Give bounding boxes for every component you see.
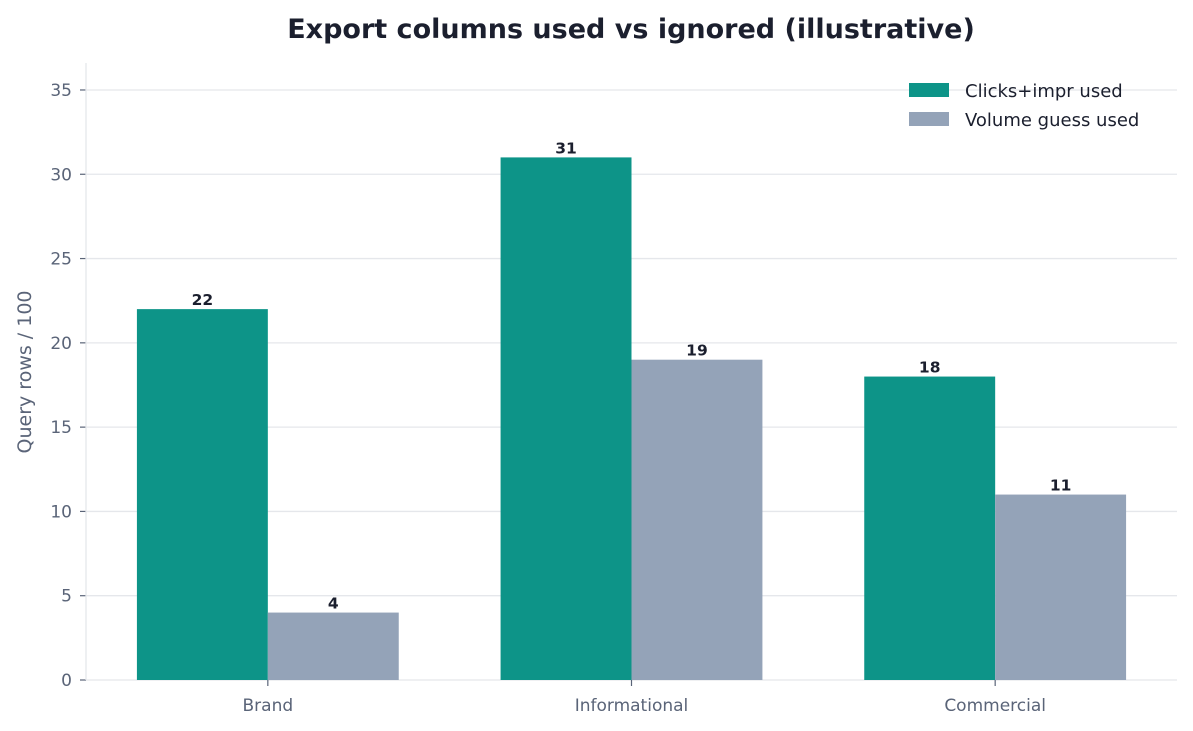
y-tick-label: 35	[50, 81, 72, 101]
x-tick-label: Commercial	[944, 696, 1046, 716]
y-tick-label: 15	[50, 418, 72, 438]
data-label: 11	[1050, 477, 1072, 495]
bar-volume-informational	[631, 359, 763, 680]
data-label: 18	[919, 359, 941, 377]
data-label: 4	[328, 595, 339, 613]
bar-volume-commercial	[995, 494, 1127, 680]
legend-swatch	[909, 83, 949, 97]
bar-clicks-informational	[500, 157, 632, 681]
data-label: 31	[555, 139, 577, 157]
x-tick-label: Brand	[243, 696, 294, 716]
y-tick-label: 0	[61, 671, 72, 691]
y-axis-title: Query rows / 100	[14, 291, 36, 454]
data-labels: 22 4 31 19 18 11	[192, 139, 1072, 612]
legend: Clicks+impr used Volume guess used	[909, 81, 1139, 131]
legend-swatch	[909, 112, 949, 126]
chart-title: Export columns used vs ignored (illustra…	[287, 14, 975, 45]
bar-clicks-commercial	[864, 376, 996, 680]
data-label: 22	[192, 291, 214, 309]
bar-volume-brand	[267, 612, 399, 680]
axes: 0 5 10 15 20 25 30 35 Brand Informational Commerci…	[50, 63, 1177, 716]
x-tick-label: Informational	[575, 696, 689, 716]
y-tick-label: 20	[50, 334, 72, 354]
data-label: 19	[686, 342, 708, 360]
bar-clicks-brand	[136, 309, 268, 680]
y-tick-label: 5	[61, 587, 72, 607]
legend-label: Volume guess used	[965, 110, 1139, 131]
legend-label: Clicks+impr used	[965, 81, 1123, 102]
bars	[136, 157, 1127, 681]
y-tick-label: 10	[50, 502, 72, 522]
y-tick-label: 30	[50, 165, 72, 185]
y-tick-label: 25	[50, 250, 72, 270]
